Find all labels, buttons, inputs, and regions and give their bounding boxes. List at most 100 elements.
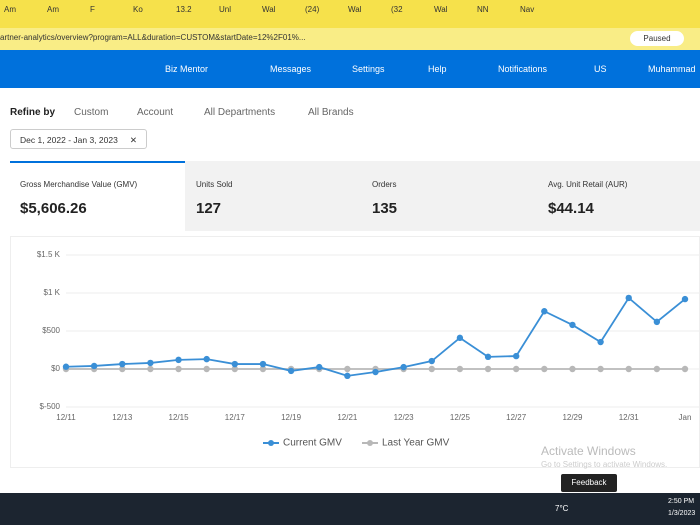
data-point bbox=[428, 365, 435, 373]
tab[interactable]: Wal bbox=[348, 5, 362, 14]
close-icon[interactable]: ✕ bbox=[129, 135, 137, 145]
x-tick-label: 12/17 bbox=[225, 413, 246, 422]
x-tick-label: 12/13 bbox=[112, 413, 133, 422]
x-tick-label: 12/15 bbox=[169, 413, 190, 422]
date-chip[interactable]: Dec 1, 2022 - Jan 3, 2023 ✕ bbox=[10, 129, 147, 149]
kpi-value: $44.14 bbox=[548, 200, 594, 217]
data-point bbox=[344, 372, 351, 380]
kpi-label: Avg. Unit Retail (AUR) bbox=[548, 180, 628, 189]
data-point bbox=[681, 365, 689, 373]
filter-option[interactable]: Custom bbox=[74, 107, 109, 118]
data-point bbox=[231, 365, 239, 373]
data-point bbox=[203, 355, 210, 363]
data-point bbox=[569, 321, 576, 329]
y-tick-label: $1.5 K bbox=[37, 250, 61, 259]
clock: 2:50 PM bbox=[668, 498, 695, 505]
legend-label: Last Year GMV bbox=[382, 438, 450, 449]
data-point bbox=[625, 294, 632, 302]
legend-label: Current GMV bbox=[283, 438, 342, 449]
data-point bbox=[484, 353, 492, 361]
feedback[interactable]: Feedback bbox=[561, 474, 617, 492]
refine-label: Refine by bbox=[10, 107, 56, 118]
data-point bbox=[147, 365, 154, 373]
date: 1/3/2023 bbox=[668, 510, 696, 517]
tab[interactable]: F bbox=[90, 5, 95, 14]
data-point bbox=[681, 295, 689, 303]
data-point bbox=[62, 363, 70, 370]
tab[interactable]: 13.2 bbox=[176, 5, 192, 14]
y-tick-label: $-500 bbox=[40, 402, 61, 411]
kpi-value: 135 bbox=[372, 200, 398, 217]
x-tick-label: Jan bbox=[679, 413, 692, 422]
kpi-label: Gross Merchandise Value (GMV) bbox=[20, 180, 138, 189]
data-point bbox=[512, 365, 520, 373]
nav-item[interactable]: Muhammad bbox=[648, 64, 696, 74]
data-point bbox=[90, 362, 98, 370]
tab[interactable]: Am bbox=[4, 5, 16, 14]
kpi-value: 127 bbox=[196, 200, 222, 217]
kpi-selected[interactable] bbox=[10, 161, 185, 231]
x-tick-label: 12/31 bbox=[619, 413, 640, 422]
tab[interactable]: NN bbox=[477, 5, 489, 14]
data-point bbox=[316, 363, 323, 371]
tab[interactable]: Ko bbox=[133, 5, 143, 14]
x-tick-label: 12/11 bbox=[56, 413, 76, 422]
data-point bbox=[541, 365, 548, 373]
watermark-sub: Go to Settings to activate Windows. bbox=[541, 460, 668, 469]
tab[interactable]: Wal bbox=[262, 5, 276, 14]
data-point bbox=[147, 359, 154, 367]
y-tick-label: $0 bbox=[51, 364, 60, 373]
tab[interactable]: (24) bbox=[305, 5, 320, 14]
tab[interactable]: (32 bbox=[391, 5, 403, 14]
filter-option[interactable]: All Departments bbox=[204, 107, 276, 118]
nav-item[interactable]: Settings bbox=[352, 64, 385, 74]
kpi-label: Units Sold bbox=[196, 180, 233, 189]
address-bar: artner-analytics/overview?program=ALL&du… bbox=[0, 28, 700, 50]
data-point bbox=[259, 360, 267, 368]
url[interactable]: artner-analytics/overview?program=ALL&du… bbox=[0, 33, 306, 42]
tab-bar bbox=[0, 0, 700, 28]
nav-bar bbox=[0, 50, 700, 88]
data-point bbox=[512, 352, 520, 360]
kpi-label: Orders bbox=[372, 180, 397, 189]
date-range: Dec 1, 2022 - Jan 3, 2023 bbox=[20, 135, 118, 145]
tab[interactable]: Am bbox=[47, 5, 59, 14]
nav-item[interactable]: Messages bbox=[270, 64, 312, 74]
nav-item[interactable]: Help bbox=[428, 64, 447, 74]
data-point bbox=[428, 357, 435, 365]
x-tick-label: 12/21 bbox=[337, 413, 358, 422]
kpi-value: $5,606.26 bbox=[20, 200, 87, 217]
data-point bbox=[231, 360, 239, 368]
data-point bbox=[653, 318, 661, 326]
tab[interactable]: Wal bbox=[434, 5, 448, 14]
tab[interactable]: Nav bbox=[520, 5, 535, 14]
filter-option[interactable]: Account bbox=[137, 107, 174, 118]
tab[interactable]: Unl bbox=[219, 5, 232, 14]
watermark: Activate Windows bbox=[541, 444, 636, 458]
data-point bbox=[119, 360, 126, 368]
data-point bbox=[372, 368, 379, 376]
filter-option[interactable]: All Brands bbox=[308, 107, 354, 118]
data-point bbox=[653, 365, 661, 373]
x-tick-label: 12/29 bbox=[562, 413, 583, 422]
data-point bbox=[541, 308, 548, 315]
y-tick-label: $1 K bbox=[44, 288, 61, 297]
x-tick-label: 12/19 bbox=[281, 413, 302, 422]
data-point bbox=[484, 365, 492, 373]
legend-marker bbox=[268, 440, 274, 446]
nav-item[interactable]: US bbox=[594, 64, 607, 74]
nav-item[interactable]: Biz Mentor bbox=[165, 64, 209, 74]
nav-item[interactable]: Notifications bbox=[498, 64, 548, 74]
paused[interactable]: Paused bbox=[630, 31, 684, 46]
data-point bbox=[287, 367, 295, 375]
data-point bbox=[203, 365, 210, 373]
data-point bbox=[344, 365, 351, 373]
legend-marker bbox=[367, 440, 373, 446]
data-point bbox=[175, 365, 182, 373]
data-point bbox=[597, 365, 604, 373]
taskbar: 7°C 2:50 PM 1/3/2023 bbox=[0, 493, 700, 525]
data-point bbox=[597, 338, 604, 346]
temperature: 7°C bbox=[555, 504, 569, 513]
data-point bbox=[569, 365, 576, 373]
